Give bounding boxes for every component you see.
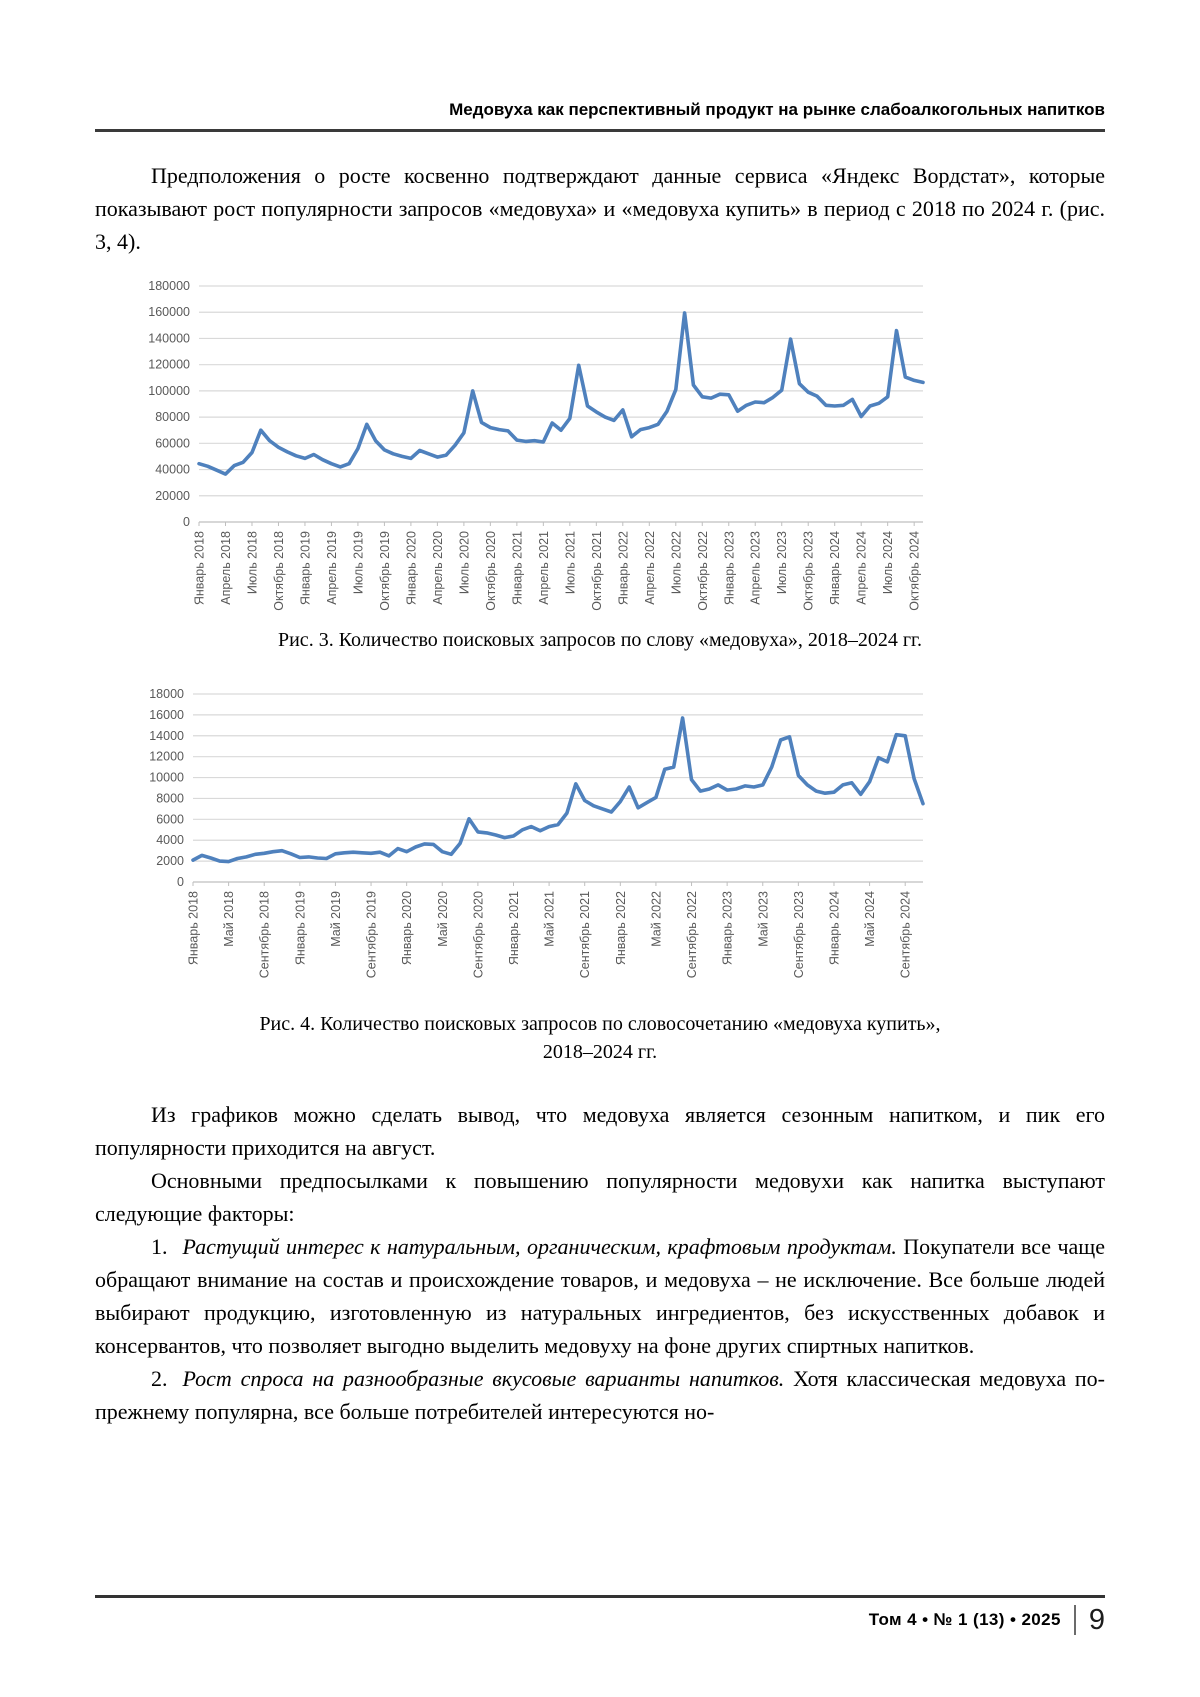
svg-text:Январь 2020: Январь 2020 (400, 891, 414, 965)
svg-text:80000: 80000 (155, 411, 190, 425)
svg-text:Май 2023: Май 2023 (756, 891, 770, 947)
svg-text:10000: 10000 (149, 771, 184, 785)
svg-text:0: 0 (183, 515, 190, 529)
svg-text:6000: 6000 (156, 813, 184, 827)
svg-text:Май 2021: Май 2021 (543, 891, 557, 947)
svg-text:Апрель 2020: Апрель 2020 (431, 531, 445, 605)
svg-text:Октябрь 2021: Октябрь 2021 (590, 531, 604, 611)
svg-text:18000: 18000 (149, 687, 184, 701)
svg-text:180000: 180000 (148, 279, 190, 293)
svg-text:Октябрь 2023: Октябрь 2023 (802, 531, 816, 611)
svg-text:Октябрь 2020: Октябрь 2020 (484, 531, 498, 611)
svg-text:14000: 14000 (149, 729, 184, 743)
list-item-1-number: 1. (151, 1234, 168, 1260)
paragraph-conclusion: Из графиков можно сделать вывод, что мед… (95, 1102, 1105, 1161)
svg-text:4000: 4000 (156, 834, 184, 848)
svg-text:Сентябрь 2021: Сентябрь 2021 (578, 891, 592, 978)
intro-paragraph: Предположения о росте косвенно подтвержд… (95, 163, 1105, 255)
svg-text:Июль 2019: Июль 2019 (351, 531, 365, 594)
svg-text:Январь 2019: Январь 2019 (293, 891, 307, 965)
svg-text:Октябрь 2024: Октябрь 2024 (908, 531, 922, 611)
svg-text:Октябрь 2022: Октябрь 2022 (696, 531, 710, 611)
svg-text:Июль 2022: Июль 2022 (669, 531, 683, 594)
svg-text:Май 2022: Май 2022 (649, 891, 663, 947)
svg-text:40000: 40000 (155, 463, 190, 477)
figure-4: 0 2000 4000 6000 8000 10000 12000 14000 16000 180… (121, 684, 1105, 998)
svg-text:Июль 2018: Июль 2018 (245, 531, 259, 594)
svg-text:Июль 2021: Июль 2021 (563, 531, 577, 594)
svg-text:16000: 16000 (149, 708, 184, 722)
svg-text:Сентябрь 2022: Сентябрь 2022 (685, 891, 699, 978)
svg-text:Сентябрь 2023: Сентябрь 2023 (792, 891, 806, 978)
figure-3: 0 20000 40000 60000 80000 100000 120000 140000 1… (121, 272, 1105, 624)
svg-text:8000: 8000 (156, 792, 184, 806)
svg-text:Май 2024: Май 2024 (863, 891, 877, 947)
svg-text:Январь 2024: Январь 2024 (828, 531, 842, 605)
svg-text:Апрель 2024: Апрель 2024 (855, 531, 869, 605)
footer-page-number: 9 (1088, 1603, 1105, 1636)
body-text: Из графиков можно сделать вывод, что мед… (95, 1098, 1105, 1428)
svg-text:Сентябрь 2019: Сентябрь 2019 (365, 891, 379, 978)
svg-text:Январь 2023: Январь 2023 (721, 891, 735, 965)
svg-text:Сентябрь 2024: Сентябрь 2024 (899, 891, 913, 978)
svg-text:Апрель 2021: Апрель 2021 (537, 531, 551, 605)
svg-text:Октябрь 2018: Октябрь 2018 (272, 531, 286, 611)
svg-text:Октябрь 2019: Октябрь 2019 (378, 531, 392, 611)
svg-text:Апрель 2019: Апрель 2019 (325, 531, 339, 605)
fig4-caption: Рис. 4. Количество поисковых запросов по… (95, 1010, 1105, 1066)
svg-text:2000: 2000 (156, 855, 184, 869)
running-head-title: Медовуха как перспективный продукт на ры… (95, 100, 1105, 133)
list-item-1-lead: Растущий интерес к натуральным, органиче… (182, 1234, 897, 1260)
svg-text:Январь 2021: Январь 2021 (510, 531, 524, 605)
svg-text:Январь 2024: Январь 2024 (827, 891, 841, 965)
svg-text:Сентябрь 2020: Сентябрь 2020 (471, 891, 485, 978)
fig4-caption-line2: 2018–2024 гг. (542, 1041, 658, 1064)
whitespace-spacer (95, 1428, 1105, 1595)
svg-text:Май 2020: Май 2020 (436, 891, 450, 947)
svg-text:Январь 2020: Январь 2020 (404, 531, 418, 605)
svg-text:Май 2019: Май 2019 (329, 891, 343, 947)
svg-text:Апрель 2023: Апрель 2023 (749, 531, 763, 605)
svg-text:Январь 2022: Январь 2022 (614, 891, 628, 965)
svg-text:140000: 140000 (148, 332, 190, 346)
svg-text:Май 2018: Май 2018 (222, 891, 236, 947)
paragraph-factors-lead: Основными предпосылками к повышению попу… (95, 1168, 1105, 1227)
svg-text:Январь 2018: Январь 2018 (193, 531, 207, 605)
svg-text:Сентябрь 2018: Сентябрь 2018 (258, 891, 272, 978)
footer-divider (1073, 1605, 1076, 1635)
svg-text:Июль 2023: Июль 2023 (775, 531, 789, 594)
svg-text:Апрель 2022: Апрель 2022 (643, 531, 657, 605)
fig4-caption-line1: Рис. 4. Количество поисковых запросов по… (259, 1013, 941, 1036)
svg-text:Январь 2023: Январь 2023 (722, 531, 736, 605)
svg-text:120000: 120000 (148, 358, 190, 372)
svg-text:0: 0 (177, 875, 184, 889)
svg-text:12000: 12000 (149, 750, 184, 764)
footer-issue-info: Том 4 • № 1 (13) • 2025 (868, 1610, 1061, 1629)
fig4-line-chart: 0 2000 4000 6000 8000 10000 12000 14000 16000 180… (149, 687, 925, 979)
list-item-2-text: Хотя классическая медовуха по-прежнему п… (95, 1366, 1106, 1425)
svg-text:20000: 20000 (155, 489, 190, 503)
fig3-line-chart: 0 20000 40000 60000 80000 100000 120000 140000 1… (148, 279, 925, 611)
svg-text:Январь 2018: Январь 2018 (187, 891, 201, 965)
svg-text:100000: 100000 (148, 384, 190, 398)
svg-text:Январь 2019: Январь 2019 (298, 531, 312, 605)
list-item-1: 1. Растущий интерес к натуральным, органи… (95, 1230, 1105, 1362)
svg-text:Январь 2021: Январь 2021 (507, 891, 521, 965)
svg-text:Июль 2020: Июль 2020 (457, 531, 471, 594)
list-item-2: 2. Рост спроса на разнообразные вкусовые … (95, 1362, 1105, 1428)
svg-text:Апрель 2018: Апрель 2018 (219, 531, 233, 605)
list-item-2-lead: Рост спроса на разнообразные вкусовые ва… (182, 1366, 785, 1392)
svg-text:60000: 60000 (155, 437, 190, 451)
list-item-2-number: 2. (151, 1366, 168, 1392)
svg-text:Январь 2022: Январь 2022 (616, 531, 630, 605)
fig3-caption: Рис. 3. Количество поисковых запросов по… (277, 629, 922, 652)
list-item-1-text: Покупатели все чаще обращают внимание на… (95, 1234, 1105, 1359)
svg-text:Июль 2024: Июль 2024 (881, 531, 895, 594)
page-footer: Том 4 • № 1 (13) • 2025 9 (95, 1595, 1105, 1635)
svg-text:160000: 160000 (148, 306, 190, 320)
